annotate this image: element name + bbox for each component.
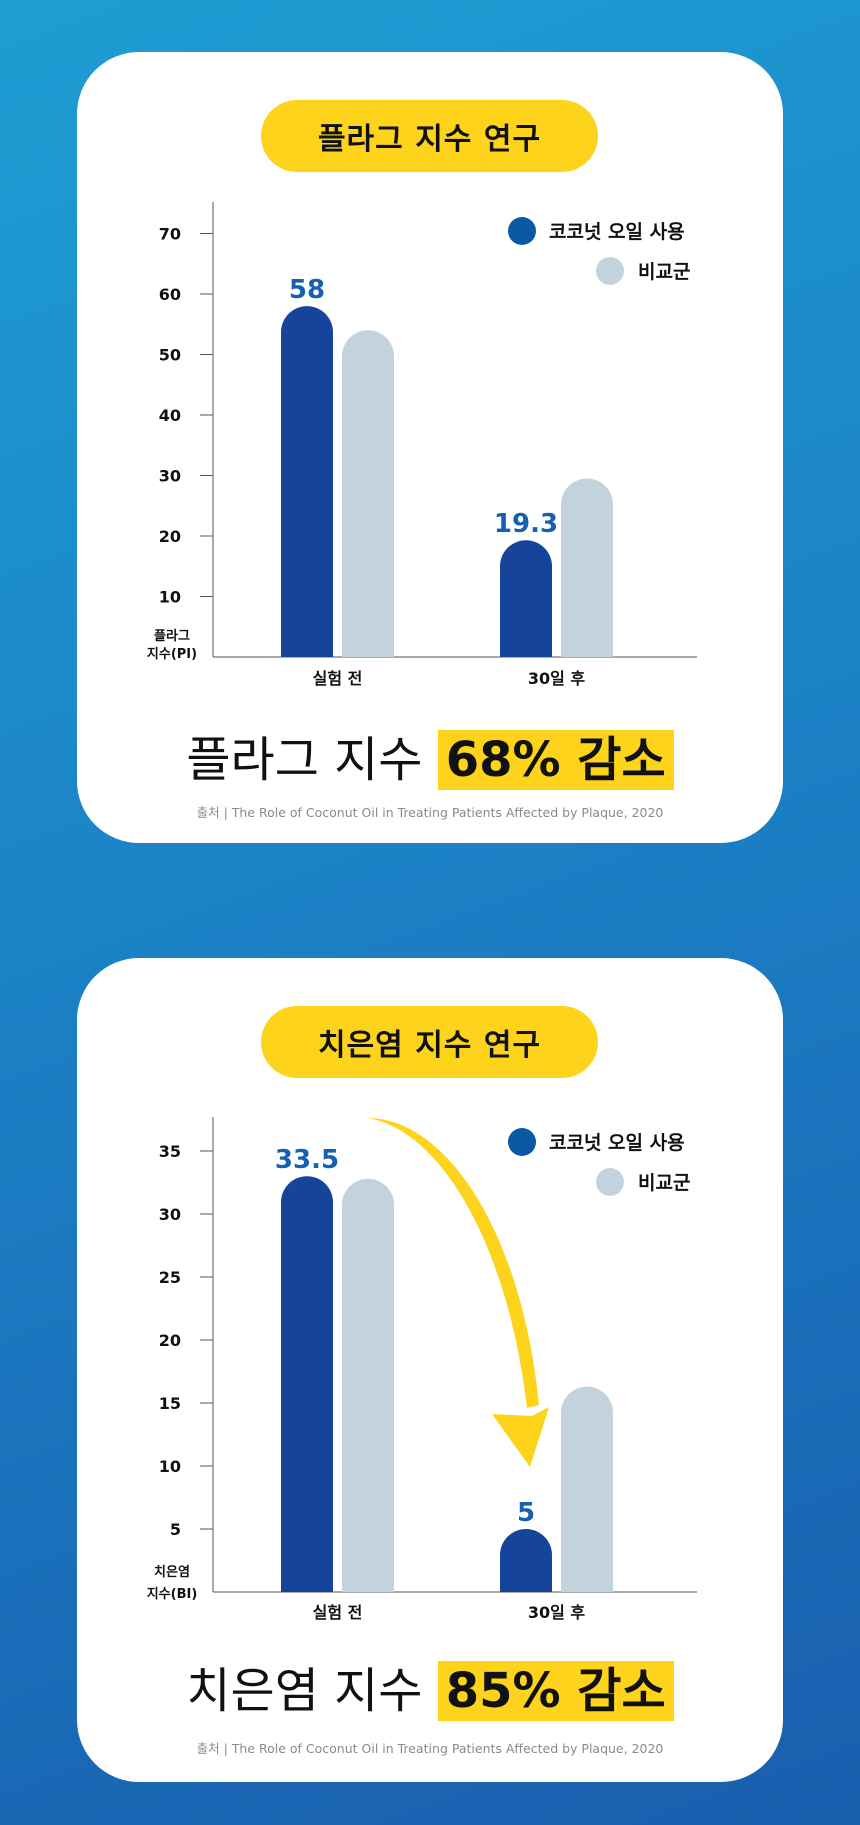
y-axis-label: 플라그 [154,628,190,644]
legend-dot-control [596,257,624,285]
chart-title: 치은염 지수 연구 [261,1006,598,1078]
y-tick-label: 20 [159,1331,181,1350]
y-axis-label: 지수(BI) [147,1587,198,1602]
curved-arrow-icon [367,1118,539,1408]
y-tick-label: 15 [159,1394,181,1413]
y-axis-label: 치은염 [154,1564,190,1580]
legend-dot-coconut-oil [508,217,536,245]
y-tick-label: 20 [159,527,181,546]
y-tick-label: 5 [170,1520,181,1539]
legend-label: 코코넛 오일 사용 [549,221,685,243]
y-tick-label: 25 [159,1268,181,1287]
headline-highlight: 85% 감소 [437,1661,674,1721]
x-category-label: 30일 후 [528,669,586,688]
bar-coconut-oil [500,1529,552,1592]
legend-dot-control [596,1168,624,1196]
source-citation: 출처 | The Role of Coconut Oil in Treating… [196,1741,664,1756]
chart-title: 플라그 지수 연구 [261,100,598,172]
bar-value-label: 5 [517,1498,535,1528]
bar-coconut-oil [281,1176,333,1592]
source-citation: 출처 | The Role of Coconut Oil in Treating… [196,805,664,820]
y-tick-label: 35 [159,1142,181,1161]
legend-label: 비교군 [638,1172,690,1194]
headline: 치은염 지수 85% 감소 [77,1651,783,1721]
bar-control [561,1386,613,1592]
bar-coconut-oil [500,540,552,657]
headline: 플라그 지수 68% 감소 [77,720,783,790]
bar-value-label: 58 [289,275,325,305]
bar-control [561,478,613,657]
y-tick-label: 50 [159,346,181,365]
y-tick-label: 70 [159,225,181,244]
y-tick-label: 60 [159,285,181,304]
bar-control [342,1178,394,1592]
x-category-label: 실험 전 [313,669,363,688]
headline-text: 치은염 지수 [186,1663,423,1719]
bar-control [342,330,394,657]
arrow-head-icon [492,1407,549,1467]
y-tick-label: 10 [159,588,181,607]
y-tick-label: 30 [159,467,181,486]
legend-label: 비교군 [638,261,690,283]
x-category-label: 30일 후 [528,1603,586,1622]
y-tick-label: 40 [159,406,181,425]
headline-text: 플라그 지수 [186,732,423,788]
bar-value-label: 33.5 [275,1145,339,1175]
legend-label: 코코넛 오일 사용 [549,1132,685,1154]
x-category-label: 실험 전 [313,1603,363,1622]
legend-dot-coconut-oil [508,1128,536,1156]
y-axis-label: 지수(PI) [147,647,197,662]
bar-value-label: 19.3 [494,509,558,539]
y-tick-label: 30 [159,1205,181,1224]
bar-coconut-oil [281,306,333,657]
headline-highlight: 68% 감소 [437,730,674,790]
y-tick-label: 10 [159,1457,181,1476]
